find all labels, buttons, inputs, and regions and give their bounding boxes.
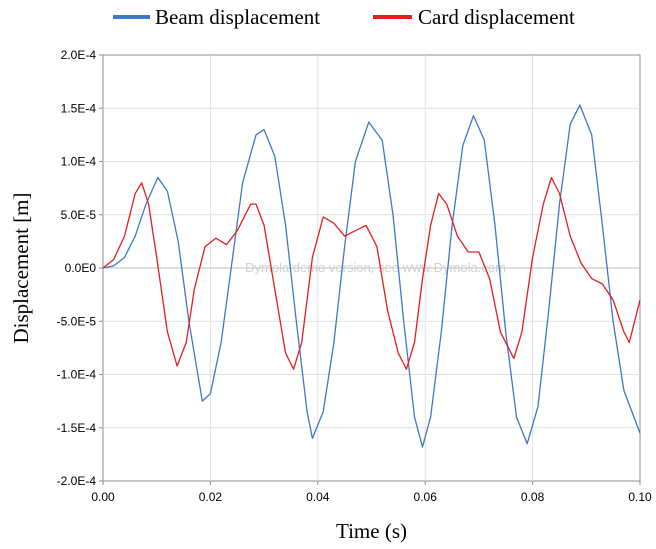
series-line-card <box>102 176 641 370</box>
legend-item-beam: Beam displacement <box>113 5 320 29</box>
y-tick-label: 0.0E0 <box>65 261 97 275</box>
y-tick-label: -5.0E-5 <box>57 314 97 328</box>
x-tick-label: 0.04 <box>306 490 330 504</box>
x-tick-label: 0.08 <box>521 490 545 504</box>
x-tick-label: 0.06 <box>414 490 438 504</box>
legend-item-card: Card displacement <box>373 5 575 29</box>
x-tick-label: 0.00 <box>91 490 115 504</box>
watermark-text: Dymola demo version, see www.Dymola.com <box>245 260 506 275</box>
y-tick-label: -2.0E-4 <box>57 474 97 488</box>
y-tick-label: -1.5E-4 <box>57 421 97 435</box>
y-tick-label: 5.0E-5 <box>61 208 97 222</box>
y-axis-ticks: 2.0E-4 1.5E-4 1.0E-4 5.0E-5 0.0E0 -5.0E-5 -1.0… <box>57 48 103 488</box>
y-tick-label: 1.0E-4 <box>61 155 97 169</box>
x-axis-ticks: 0.00 0.02 0.04 0.06 0.08 0.10 <box>91 481 652 504</box>
x-tick-label: 0.10 <box>628 490 652 504</box>
y-tick-label: 1.5E-4 <box>61 101 97 115</box>
y-tick-label: -1.0E-4 <box>57 368 97 382</box>
grid <box>103 55 640 481</box>
y-axis-title: Displacement [m] <box>9 192 33 343</box>
series-lines <box>102 104 641 448</box>
series-line-beam <box>102 104 641 448</box>
x-axis-title: Time (s) <box>336 519 407 543</box>
y-tick-label: 2.0E-4 <box>61 48 97 62</box>
x-tick-label: 0.02 <box>199 490 223 504</box>
legend-label-card: Card displacement <box>418 5 575 29</box>
legend: Beam displacement Card displacement <box>113 5 575 29</box>
legend-label-beam: Beam displacement <box>155 5 320 29</box>
